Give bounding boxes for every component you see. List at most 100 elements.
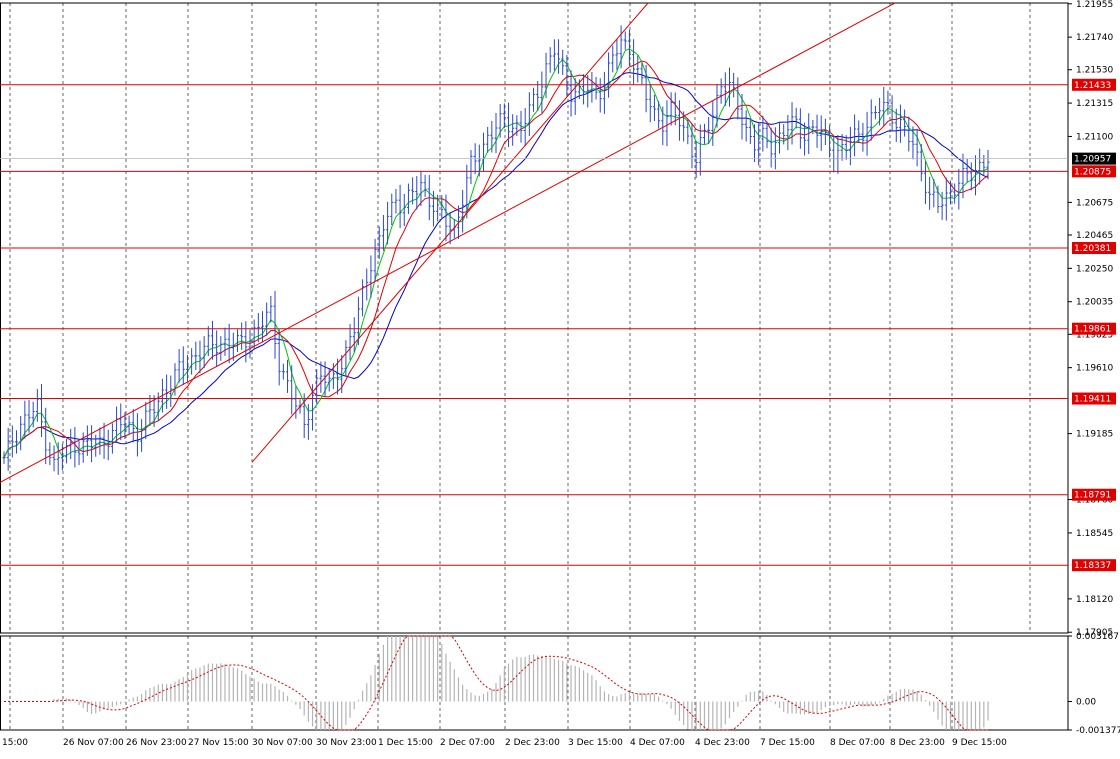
- price-bar: [928, 176, 932, 210]
- price-bar: [411, 177, 415, 205]
- price-bar: [465, 164, 469, 219]
- price-bar: [878, 97, 882, 126]
- price-bar: [623, 31, 627, 50]
- level-label: 1.21433: [1074, 81, 1111, 91]
- price-bar: [40, 384, 44, 438]
- price-axis-label: 1.21100: [1076, 132, 1113, 142]
- price-bar: [290, 365, 294, 415]
- price-bar: [494, 113, 498, 154]
- price-bar: [106, 429, 110, 461]
- price-bar: [811, 119, 815, 135]
- price-bar: [198, 340, 202, 374]
- price-bar: [431, 190, 435, 227]
- time-axis-label: 3 Dec 15:00: [568, 738, 623, 748]
- price-bar: [711, 100, 715, 146]
- price-bar: [632, 39, 636, 85]
- price-bar: [640, 62, 644, 85]
- level-label: 1.19861: [1074, 325, 1111, 335]
- price-bar: [890, 95, 894, 131]
- price-axis-label: 1.21740: [1076, 33, 1113, 43]
- price-bar: [381, 214, 385, 251]
- price-bar: [923, 161, 927, 205]
- price-axis-label: 1.20035: [1076, 298, 1113, 308]
- price-bar: [715, 83, 719, 128]
- price-bar: [778, 122, 782, 154]
- price-axis-label: 1.20675: [1076, 198, 1113, 208]
- price-bar: [227, 323, 231, 364]
- price-bar: [356, 296, 360, 346]
- price-bar: [123, 412, 127, 440]
- price-bar: [569, 70, 573, 117]
- price-bar: [736, 77, 740, 120]
- price-bar: [35, 388, 39, 422]
- time-axis-label: 15:00: [2, 738, 28, 748]
- price-bar: [515, 115, 519, 136]
- price-bar: [790, 102, 794, 145]
- price-bar: [348, 324, 352, 360]
- price-bar: [469, 150, 473, 185]
- time-axis-label: 8 Dec 07:00: [830, 738, 885, 748]
- price-bar: [373, 238, 377, 282]
- price-bar: [215, 330, 219, 367]
- level-label: 1.20381: [1074, 244, 1111, 254]
- price-bar: [223, 327, 227, 356]
- level-label-box: [1072, 78, 1116, 91]
- price-bar: [807, 113, 811, 154]
- price-bar: [744, 110, 748, 142]
- time-axis-label: 2 Dec 23:00: [505, 738, 560, 748]
- price-bar: [598, 78, 602, 113]
- price-bar: [565, 54, 569, 97]
- current-price-label: 1.20957: [1074, 155, 1111, 165]
- signal-line: [4, 635, 988, 731]
- price-bar: [131, 408, 135, 443]
- price-bar: [486, 126, 490, 153]
- price-bar: [190, 348, 194, 375]
- level-label-box: [1072, 559, 1116, 572]
- price-bar: [302, 393, 306, 438]
- price-bar: [965, 159, 969, 183]
- time-axis-label: 2 Dec 07:00: [440, 738, 495, 748]
- price-bar: [402, 193, 406, 227]
- price-bar: [969, 162, 973, 191]
- price-bar: [252, 319, 256, 350]
- price-bar: [319, 361, 323, 393]
- price-bar: [690, 124, 694, 169]
- price-bar: [844, 135, 848, 160]
- level-label: 1.19411: [1074, 395, 1111, 405]
- price-bar: [394, 188, 398, 214]
- price-bar: [932, 179, 936, 208]
- price-bar: [340, 354, 344, 393]
- price-axis-label: 1.19825: [1076, 330, 1113, 340]
- moving-average-line: [3, 72, 989, 458]
- moving-average-line: [3, 48, 989, 458]
- price-bar: [636, 55, 640, 83]
- price-bar: [828, 125, 832, 158]
- price-bar: [586, 74, 590, 108]
- price-bar: [702, 123, 706, 144]
- price-bar: [523, 107, 527, 147]
- price-bar: [436, 194, 440, 222]
- price-bar: [265, 302, 269, 336]
- price-bar: [256, 312, 260, 343]
- price-bar: [815, 114, 819, 148]
- price-bar: [2, 451, 6, 464]
- price-bar: [582, 74, 586, 105]
- level-label-box: [1072, 488, 1116, 501]
- price-bar: [10, 425, 14, 458]
- price-axis-label: 1.19185: [1076, 430, 1113, 440]
- price-bar: [98, 427, 102, 455]
- price-bar: [769, 127, 773, 168]
- price-bar: [177, 349, 181, 383]
- price-bar: [206, 326, 210, 357]
- price-bar: [782, 124, 786, 145]
- price-bar: [773, 127, 777, 170]
- price-bar: [56, 442, 60, 475]
- trendline: [0, 2, 896, 483]
- price-bar: [390, 193, 394, 226]
- price-bar: [481, 132, 485, 172]
- price-bar: [865, 111, 869, 156]
- price-bar: [953, 183, 957, 204]
- price-bar: [857, 120, 861, 143]
- price-bar: [490, 120, 494, 153]
